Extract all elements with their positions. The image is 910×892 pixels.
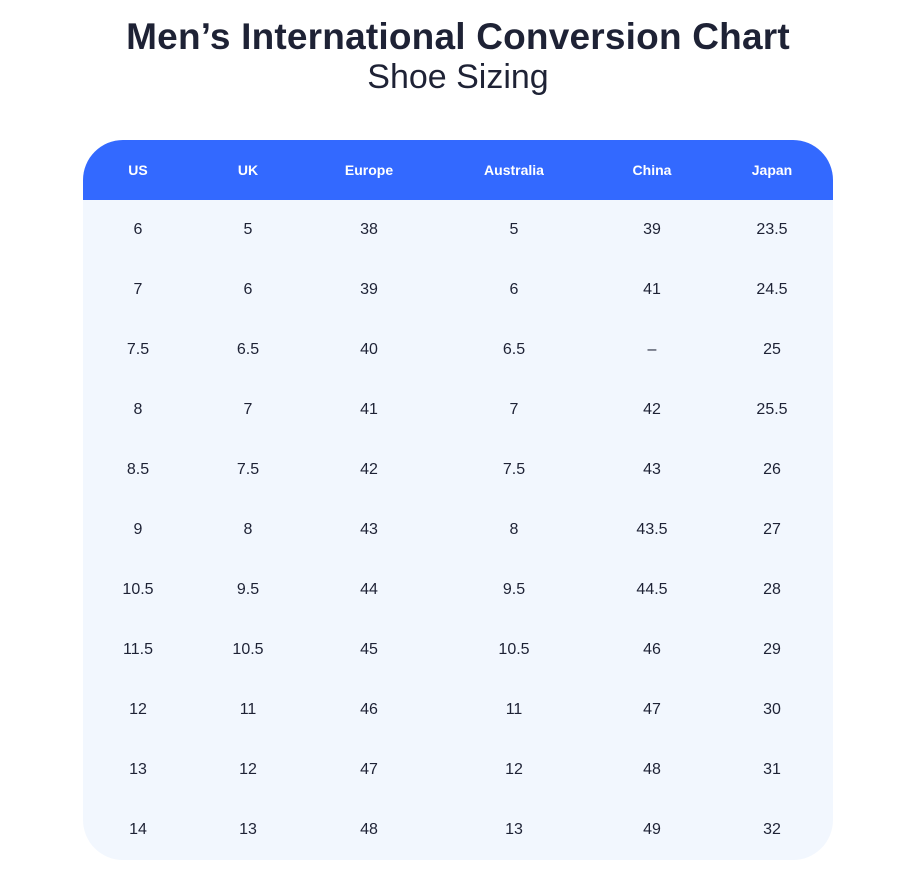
- cell-japan: 29: [763, 641, 781, 658]
- cell-japan: 30: [763, 701, 781, 718]
- cell-australia: 9.5: [502, 581, 526, 598]
- cell-uk: 7.5: [236, 461, 260, 478]
- cell-us: 13: [129, 761, 147, 778]
- cell-us: 7.5: [126, 341, 150, 358]
- cell-europe: 46: [360, 701, 378, 718]
- cell-europe: 42: [360, 461, 378, 478]
- size-conversion-table: US UK Europe Australia China Japan 6 5 38 5…: [83, 140, 833, 860]
- cell-china: 48: [643, 761, 661, 778]
- table-row: 6 5 38 5 39 23.5: [83, 200, 833, 260]
- cell-uk: 6.5: [236, 341, 260, 358]
- cell-europe: 47: [360, 761, 378, 778]
- cell-uk: 13: [239, 821, 257, 838]
- cell-china: 43: [643, 461, 661, 478]
- cell-japan: 24.5: [756, 281, 788, 298]
- cell-china: 43.5: [636, 521, 668, 538]
- cell-australia: 7: [509, 401, 519, 418]
- cell-us: 10.5: [122, 581, 154, 598]
- cell-china: 47: [643, 701, 661, 718]
- cell-us: 8.5: [126, 461, 150, 478]
- cell-japan: 26: [763, 461, 781, 478]
- cell-japan: 23.5: [756, 221, 788, 238]
- cell-uk: 12: [239, 761, 257, 778]
- table-row: 14 13 48 13 49 32: [83, 800, 833, 860]
- cell-europe: 39: [360, 281, 378, 298]
- cell-china: 49: [643, 821, 661, 838]
- cell-uk: 9.5: [236, 581, 260, 598]
- cell-us: 12: [129, 701, 147, 718]
- cell-australia: 5: [509, 221, 519, 238]
- cell-australia: 11: [505, 701, 523, 718]
- table-row: 7.5 6.5 40 6.5 – 25: [83, 320, 833, 380]
- cell-china: 44.5: [636, 581, 668, 598]
- cell-us: 7: [133, 281, 143, 298]
- cell-uk: 8: [243, 521, 253, 538]
- cell-us: 9: [133, 521, 143, 538]
- header-europe: Europe: [344, 162, 394, 178]
- cell-china: 42: [643, 401, 661, 418]
- header-us: US: [128, 162, 148, 178]
- table-header-row: US UK Europe Australia China Japan: [83, 140, 833, 200]
- cell-europe: 38: [360, 221, 378, 238]
- cell-europe: 44: [360, 581, 378, 598]
- cell-us: 11.5: [123, 641, 153, 658]
- cell-australia: 6.5: [502, 341, 526, 358]
- cell-europe: 43: [360, 521, 378, 538]
- cell-china: 39: [643, 221, 661, 238]
- cell-europe: 45: [360, 641, 378, 658]
- cell-australia: 13: [505, 821, 523, 838]
- cell-japan: 25.5: [756, 401, 788, 418]
- table-row: 8 7 41 7 42 25.5: [83, 380, 833, 440]
- cell-europe: 48: [360, 821, 378, 838]
- cell-china: 46: [643, 641, 661, 658]
- header-japan: Japan: [751, 162, 793, 178]
- cell-uk: 6: [243, 281, 253, 298]
- cell-japan: 25: [763, 341, 781, 358]
- table-row: 7 6 39 6 41 24.5: [83, 260, 833, 320]
- cell-uk: 11: [239, 701, 257, 718]
- table-row: 12 11 46 11 47 30: [83, 680, 833, 740]
- table-row: 8.5 7.5 42 7.5 43 26: [83, 440, 833, 500]
- cell-australia: 10.5: [498, 641, 530, 658]
- cell-australia: 7.5: [502, 461, 526, 478]
- cell-us: 8: [133, 401, 143, 418]
- table-row: 13 12 47 12 48 31: [83, 740, 833, 800]
- cell-china: –: [647, 341, 657, 358]
- cell-japan: 28: [763, 581, 781, 598]
- cell-europe: 41: [360, 401, 378, 418]
- cell-australia: 6: [509, 281, 519, 298]
- table-row: 10.5 9.5 44 9.5 44.5 28: [83, 560, 833, 620]
- cell-japan: 31: [763, 761, 781, 778]
- table-row: 9 8 43 8 43.5 27: [83, 500, 833, 560]
- cell-japan: 32: [763, 821, 781, 838]
- cell-australia: 12: [505, 761, 523, 778]
- cell-china: 41: [643, 281, 661, 298]
- page-title: Men’s International Conversion Chart: [126, 16, 790, 57]
- cell-us: 14: [129, 821, 147, 838]
- table-row: 11.5 10.5 45 10.5 46 29: [83, 620, 833, 680]
- cell-europe: 40: [360, 341, 378, 358]
- header-uk: UK: [237, 162, 259, 178]
- cell-uk: 10.5: [232, 641, 264, 658]
- cell-uk: 7: [243, 401, 253, 418]
- cell-uk: 5: [243, 221, 253, 238]
- table-body: 6 5 38 5 39 23.5 7 6 39 6 41 24.5 7.5 6.5 40 6.5 – 25 8 7 41…: [83, 200, 833, 860]
- cell-japan: 27: [763, 521, 781, 538]
- cell-us: 6: [133, 221, 143, 238]
- header-australia: Australia: [484, 162, 544, 178]
- cell-australia: 8: [509, 521, 519, 538]
- page-subtitle: Shoe Sizing: [367, 58, 549, 96]
- header-china: China: [632, 162, 672, 178]
